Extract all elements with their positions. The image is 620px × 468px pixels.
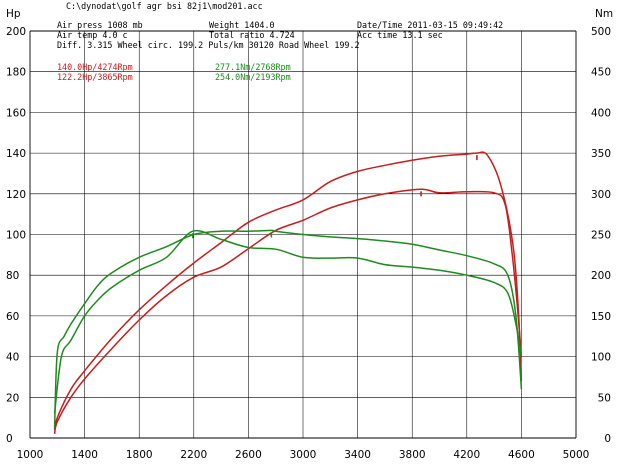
x-tick-label: 2600 [235, 449, 262, 461]
file-path: C:\dynodat\golf agr bsi 82j1\mod201.acc [66, 1, 263, 11]
x-tick-label: 3800 [399, 449, 426, 461]
power-curve-1 [53, 151, 523, 431]
x-tick-label: 4600 [508, 449, 535, 461]
acc-time: Acc time 13.1 sec [357, 30, 443, 40]
y-left-tick-label: 180 [6, 67, 26, 79]
y-left-tick-label: 200 [6, 26, 26, 38]
y-left-tick-label: 40 [6, 352, 19, 364]
tick-labels: 1000 1400 1800 2200 2600 3000 3400 3800 4200 4600… [6, 26, 611, 461]
power-curve-2 [53, 188, 523, 435]
right-axis-label: Nm [595, 8, 613, 20]
y-left-tick-label: 20 [6, 392, 19, 404]
power-peak-1: 140.0Hp/4274Rpm [57, 62, 133, 72]
weight: Weight 1404.0 [209, 20, 275, 30]
x-tick-label: 1800 [126, 449, 153, 461]
air-press: Air press 1008 mb [57, 20, 143, 30]
y-right-tick-label: 200 [591, 270, 611, 282]
x-tick-label: 1000 [17, 449, 44, 461]
header-block: C:\dynodat\golf agr bsi 82j1\mod201.acc … [57, 1, 503, 50]
y-right-tick-label: 150 [591, 311, 611, 323]
peak-markers [192, 155, 478, 239]
date-time: Date/Time 2011-03-15 09:49:42 [357, 20, 503, 30]
y-left-tick-label: 0 [6, 433, 13, 445]
y-right-tick-label: 100 [591, 352, 611, 364]
y-right-tick-label: 300 [591, 189, 611, 201]
y-right-tick-label: 400 [591, 107, 611, 119]
left-axis-label: Hp [6, 8, 21, 20]
chart-curves [53, 151, 523, 435]
y-right-tick-label: 250 [591, 230, 611, 242]
power-peak-2: 122.2Hp/3865Rpm [57, 72, 133, 82]
y-right-tick-label: 0 [604, 433, 611, 445]
x-tick-label: 1400 [71, 449, 98, 461]
x-tick-label: 2200 [180, 449, 207, 461]
air-temp: Air temp 4.0 c [57, 30, 128, 40]
diff-line: Diff. 3.315 Wheel circ. 199.2 Puls/km 30… [57, 40, 360, 50]
x-tick-label: 5000 [563, 449, 590, 461]
y-right-tick-label: 500 [591, 26, 611, 38]
peak-labels: 140.0Hp/4274Rpm 122.2Hp/3865Rpm 277.1Nm/… [57, 62, 291, 82]
torque-peak-1: 277.1Nm/2768Rpm [215, 62, 291, 72]
total-ratio: Total ratio 4.724 [209, 30, 295, 40]
torque-curve-4 [53, 229, 523, 414]
y-left-tick-label: 120 [6, 189, 26, 201]
x-tick-label: 3000 [290, 449, 317, 461]
y-left-tick-label: 100 [6, 230, 26, 242]
y-left-tick-label: 80 [6, 270, 19, 282]
torque-peak-2: 254.0Nm/2193Rpm [215, 72, 291, 82]
y-right-tick-label: 50 [598, 392, 611, 404]
y-right-tick-label: 350 [591, 148, 611, 160]
y-right-tick-label: 450 [591, 67, 611, 79]
torque-curve-3 [53, 229, 523, 429]
x-tick-label: 3400 [344, 449, 371, 461]
x-tick-label: 4200 [453, 449, 480, 461]
y-left-tick-label: 160 [6, 107, 26, 119]
y-left-tick-label: 140 [6, 148, 26, 160]
y-left-tick-label: 60 [6, 311, 19, 323]
